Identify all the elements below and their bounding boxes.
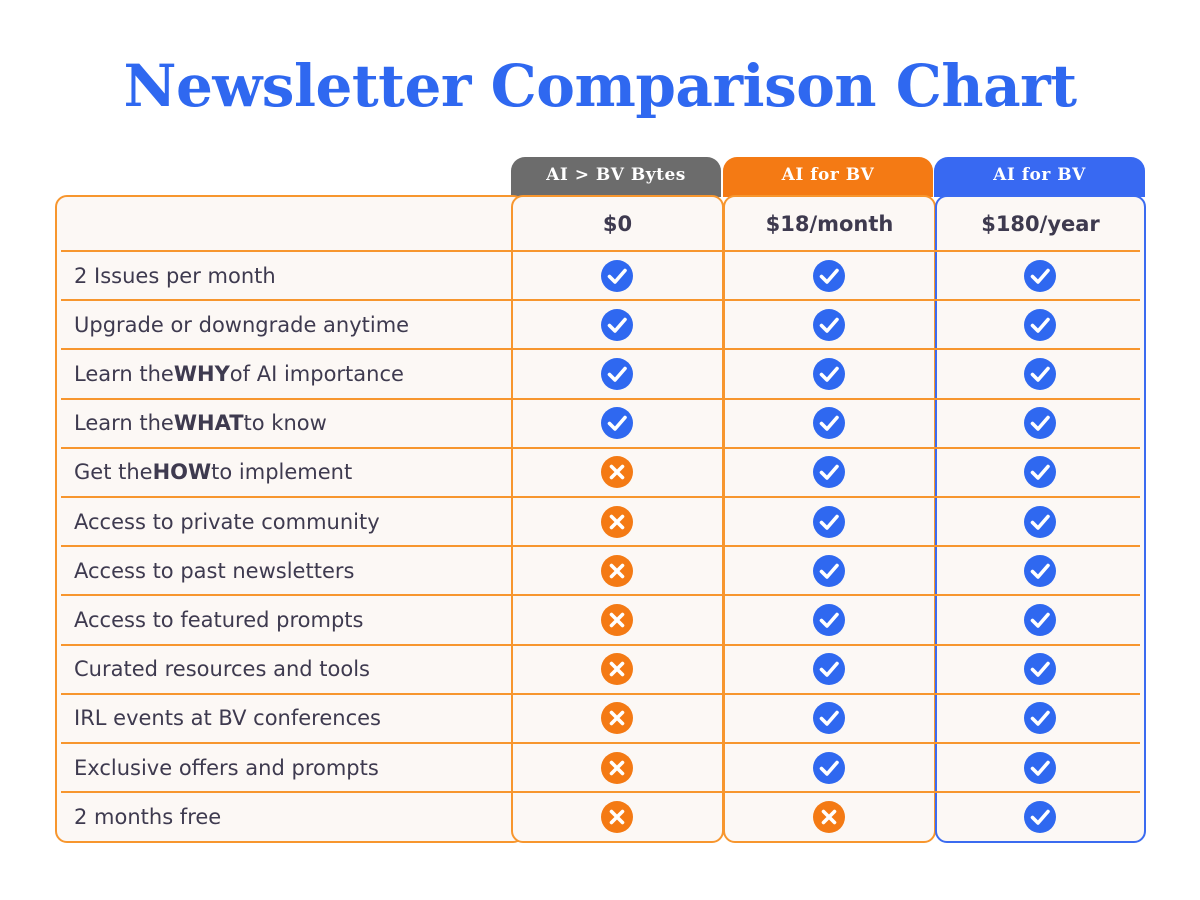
chart-title: Newsletter Comparison Chart bbox=[123, 52, 1077, 120]
check-icon bbox=[600, 259, 634, 293]
feature-text: Upgrade or downgrade anytime bbox=[74, 312, 410, 337]
check-icon bbox=[812, 751, 846, 785]
row-divider bbox=[61, 250, 1140, 252]
x-icon bbox=[600, 701, 634, 735]
feature-text: Get the bbox=[74, 460, 153, 485]
feature-label: Access to private community bbox=[74, 497, 510, 546]
row-divider bbox=[61, 545, 1140, 547]
feature-text: Access to featured prompts bbox=[74, 607, 364, 632]
check-icon bbox=[812, 505, 846, 539]
row-divider bbox=[61, 791, 1140, 793]
feature-label: Learn the WHY of AI importance bbox=[74, 349, 510, 398]
check-icon bbox=[812, 652, 846, 686]
feature-label: Get the HOW to implement bbox=[74, 448, 510, 497]
feature-text: Learn the bbox=[74, 411, 174, 436]
x-icon bbox=[600, 554, 634, 588]
feature-text: to know bbox=[243, 411, 327, 436]
check-icon bbox=[1023, 603, 1057, 637]
feature-text: Access to private community bbox=[74, 509, 380, 534]
feature-label: Exclusive offers and prompts bbox=[74, 743, 510, 792]
feature-text: to implement bbox=[211, 460, 353, 485]
row-divider bbox=[61, 742, 1140, 744]
x-icon bbox=[600, 751, 634, 785]
x-icon bbox=[600, 603, 634, 637]
feature-label: Curated resources and tools bbox=[74, 645, 510, 694]
check-icon bbox=[600, 406, 634, 440]
feature-label: 2 months free bbox=[74, 792, 510, 841]
feature-text: Access to past newsletters bbox=[74, 558, 355, 583]
feature-emphasis: WHY bbox=[173, 361, 230, 386]
check-icon bbox=[600, 308, 634, 342]
feature-label: IRL events at BV conferences bbox=[74, 694, 510, 743]
check-icon bbox=[600, 357, 634, 391]
check-icon bbox=[1023, 505, 1057, 539]
x-icon bbox=[600, 505, 634, 539]
x-icon bbox=[600, 800, 634, 834]
row-divider bbox=[61, 594, 1140, 596]
feature-label: Access to past newsletters bbox=[74, 546, 510, 595]
row-divider bbox=[61, 496, 1140, 498]
feature-emphasis: WHAT bbox=[173, 411, 244, 436]
feature-text: Exclusive offers and prompts bbox=[74, 755, 379, 780]
feature-label: Access to featured prompts bbox=[74, 595, 510, 644]
check-icon bbox=[1023, 357, 1057, 391]
x-icon bbox=[600, 652, 634, 686]
check-icon bbox=[812, 357, 846, 391]
check-icon bbox=[812, 259, 846, 293]
check-icon bbox=[1023, 259, 1057, 293]
feature-text: Learn the bbox=[74, 361, 174, 386]
feature-text: Curated resources and tools bbox=[74, 657, 370, 682]
row-divider bbox=[61, 398, 1140, 400]
check-icon bbox=[1023, 701, 1057, 735]
feature-text: 2 months free bbox=[74, 804, 222, 829]
check-icon bbox=[812, 455, 846, 489]
check-icon bbox=[1023, 652, 1057, 686]
check-icon bbox=[812, 308, 846, 342]
feature-text: 2 Issues per month bbox=[74, 263, 276, 288]
price-bytes: $0 bbox=[602, 212, 633, 236]
check-icon bbox=[1023, 308, 1057, 342]
check-icon bbox=[812, 603, 846, 637]
price-yearly: $180/year bbox=[981, 212, 1100, 236]
check-icon bbox=[812, 406, 846, 440]
feature-label: 2 Issues per month bbox=[74, 251, 510, 300]
row-divider bbox=[61, 348, 1140, 350]
plan-tab-bytes: AI > BV Bytes bbox=[511, 157, 721, 197]
row-divider bbox=[61, 693, 1140, 695]
check-icon bbox=[812, 701, 846, 735]
plan-tab-yearly: AI for BV bbox=[934, 157, 1145, 197]
check-icon bbox=[812, 554, 846, 588]
check-icon bbox=[1023, 554, 1057, 588]
row-divider bbox=[61, 447, 1140, 449]
feature-text: of AI importance bbox=[229, 361, 404, 386]
check-icon bbox=[1023, 455, 1057, 489]
x-icon bbox=[812, 800, 846, 834]
price-monthly: $18/month bbox=[765, 212, 894, 236]
plan-tab-monthly: AI for BV bbox=[723, 157, 933, 197]
feature-label: Learn the WHAT to know bbox=[74, 399, 510, 448]
check-icon bbox=[1023, 751, 1057, 785]
feature-text: IRL events at BV conferences bbox=[74, 706, 381, 731]
x-icon bbox=[600, 455, 634, 489]
feature-emphasis: HOW bbox=[152, 460, 212, 485]
feature-label: Upgrade or downgrade anytime bbox=[74, 300, 510, 349]
row-divider bbox=[61, 644, 1140, 646]
check-icon bbox=[1023, 800, 1057, 834]
features-panel bbox=[55, 195, 525, 843]
check-icon bbox=[1023, 406, 1057, 440]
row-divider bbox=[61, 299, 1140, 301]
